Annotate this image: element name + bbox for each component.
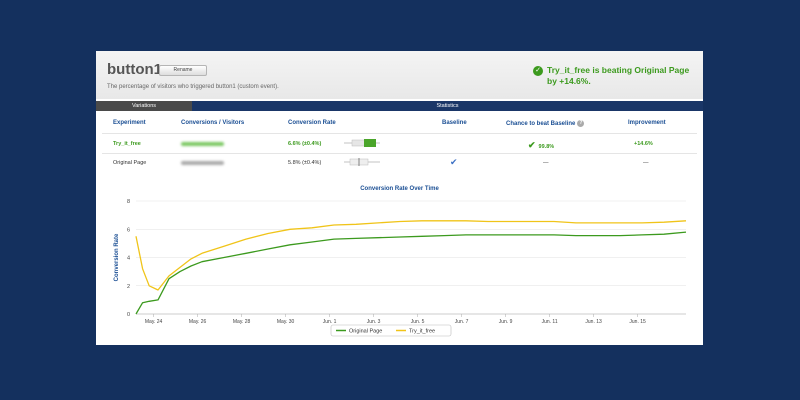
x-tick-label: May. 30 bbox=[277, 319, 295, 325]
tab-statistics[interactable]: Statistics bbox=[436, 103, 459, 109]
improvement-value: +14.6% bbox=[634, 141, 653, 147]
report-header: button1 Rename The percentage of visitor… bbox=[96, 51, 703, 99]
goal-description: The percentage of visitors who triggered… bbox=[107, 84, 279, 90]
legend-box bbox=[330, 324, 452, 337]
x-tick-label: May. 26 bbox=[189, 319, 207, 325]
col-conversions[interactable]: Conversions / Visitors bbox=[181, 120, 245, 126]
y-tick-label: 0 bbox=[127, 312, 130, 318]
confidence-bar bbox=[344, 158, 380, 166]
page-title: button1 bbox=[107, 61, 162, 78]
check-circle-icon: ✓ bbox=[533, 66, 543, 76]
conversion-rate-value: 6.6% (±0.4%) bbox=[288, 141, 322, 147]
series-line-0 bbox=[135, 231, 687, 315]
y-tick-label: 6 bbox=[127, 227, 130, 233]
chance-value: — bbox=[543, 160, 549, 166]
confidence-bar bbox=[344, 139, 380, 147]
col-conversion-rate[interactable]: Conversion Rate bbox=[288, 120, 336, 126]
x-tick-label: May. 28 bbox=[233, 319, 251, 325]
y-axis-label: Conversion Rate bbox=[114, 233, 120, 281]
conversion-rate-value: 5.8% (±0.4%) bbox=[288, 160, 322, 166]
x-tick-label: Jun. 1 bbox=[323, 319, 337, 325]
improvement-value: — bbox=[643, 160, 649, 166]
rename-button[interactable]: Rename bbox=[159, 65, 207, 76]
divider bbox=[102, 153, 697, 154]
x-tick-label: Jun. 3 bbox=[367, 319, 381, 325]
help-icon[interactable]: ? bbox=[577, 120, 585, 127]
col-baseline[interactable]: Baseline bbox=[442, 120, 467, 126]
report-panel: button1 Rename The percentage of visitor… bbox=[96, 51, 703, 345]
conversions-value-blurred bbox=[181, 161, 224, 165]
x-tick-label: May. 24 bbox=[145, 319, 163, 325]
series-line-1 bbox=[135, 220, 687, 291]
check-mark-icon: ✔ bbox=[528, 140, 536, 150]
legend-label: Try_it_free bbox=[409, 329, 435, 335]
conversions-value-blurred bbox=[181, 142, 224, 146]
chart-title: Conversion Rate Over Time bbox=[360, 186, 439, 192]
x-tick-label: Jun. 7 bbox=[455, 319, 469, 325]
y-tick-label: 2 bbox=[127, 284, 130, 290]
tab-bar: Variations Statistics bbox=[96, 101, 703, 111]
experiment-name[interactable]: Original Page bbox=[113, 160, 147, 166]
col-experiment[interactable]: Experiment bbox=[113, 120, 146, 126]
divider bbox=[102, 133, 697, 134]
chance-value: ✔ 99.8% bbox=[528, 140, 554, 151]
winner-message: ✓ Try_it_free is beating Original Page b… bbox=[533, 65, 698, 87]
winner-text: Try_it_free is beating Original Page by … bbox=[547, 65, 690, 86]
baseline-check-icon: ✔ bbox=[450, 157, 458, 167]
tab-variations[interactable]: Variations bbox=[96, 101, 192, 111]
x-tick-label: Jun. 15 bbox=[629, 319, 646, 325]
x-tick-label: Jun. 9 bbox=[499, 319, 513, 325]
chance-text: 99.8% bbox=[538, 144, 555, 150]
legend-label: Original Page bbox=[349, 329, 382, 335]
col-chance-label: Chance to beat Baseline bbox=[506, 121, 576, 128]
x-tick-label: Jun. 11 bbox=[542, 319, 558, 325]
experiment-name[interactable]: Try_it_free bbox=[113, 141, 141, 147]
x-tick-label: Jun. 13 bbox=[585, 319, 602, 325]
col-improvement[interactable]: Improvement bbox=[628, 120, 666, 126]
conversion-rate-chart: 0 2 4 6 8 Conversion Rate May. 24 May. 26 May. 2… bbox=[114, 199, 687, 337]
x-tick-label: Jun. 5 bbox=[411, 319, 425, 325]
y-tick-label: 4 bbox=[127, 256, 130, 262]
y-tick-label: 8 bbox=[127, 199, 130, 205]
col-chance[interactable]: Chance to beat Baseline? bbox=[506, 120, 585, 128]
